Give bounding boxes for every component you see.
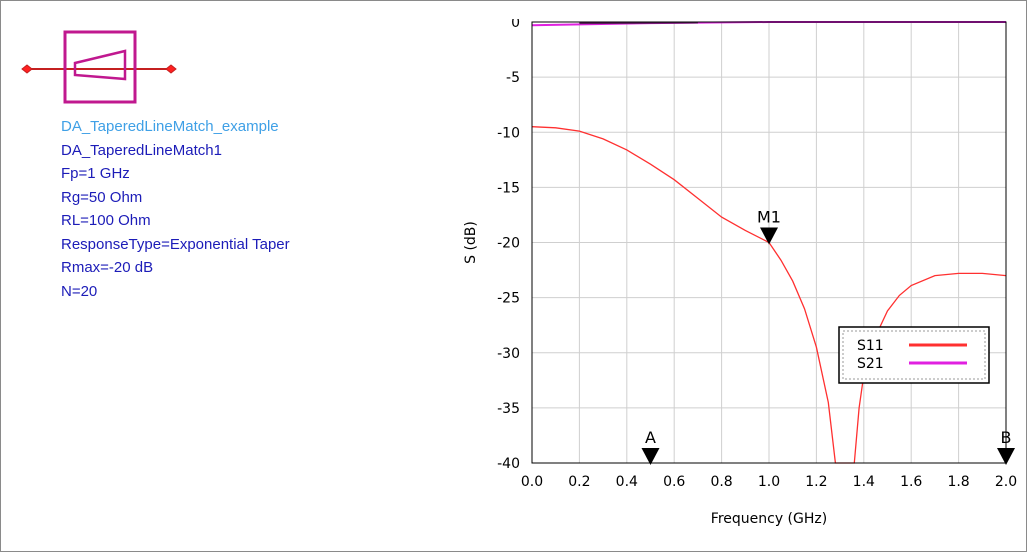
x-tick-label: 0.6 xyxy=(663,474,685,490)
legend-inner-box xyxy=(842,330,986,380)
legend-box xyxy=(838,326,990,384)
x-tick-label: 0.2 xyxy=(568,474,590,490)
instance-name[interactable]: DA_TaperedLineMatch_example xyxy=(61,118,279,135)
taper-shape-icon xyxy=(73,49,127,81)
component-parameters: DA_TaperedLineMatch_example DA_TaperedLi… xyxy=(61,115,290,303)
y-tick-label: 0 xyxy=(511,19,520,31)
x-tick-label: 1.8 xyxy=(947,474,969,490)
x-tick-label: 2.0 xyxy=(995,474,1017,490)
marker-b-icon[interactable] xyxy=(997,448,1015,465)
y-tick-label: -20 xyxy=(497,236,520,252)
param-line: N=20 xyxy=(61,282,98,300)
marker-label: B xyxy=(1001,428,1012,447)
legend-label: S11 xyxy=(857,338,884,354)
x-tick-label: 1.4 xyxy=(853,474,875,490)
legend-label: S21 xyxy=(857,356,884,372)
y-tick-label: -30 xyxy=(497,346,520,362)
x-tick-label: 0.0 xyxy=(521,474,543,490)
param-line: Fp=1 GHz xyxy=(61,165,130,182)
param-line: Rmax=-20 dB xyxy=(61,259,154,276)
y-tick-label: -40 xyxy=(497,456,520,472)
pin-right-icon[interactable] xyxy=(165,64,177,74)
marker-a-icon[interactable] xyxy=(641,448,660,465)
param-line: DA_TaperedLineMatch1 xyxy=(61,141,222,159)
symbol-box xyxy=(63,30,137,104)
chart-markers: M1 A B xyxy=(641,208,1015,465)
y-tick-label: -25 xyxy=(497,291,520,307)
x-tick-label: 1.0 xyxy=(758,474,780,490)
marker-label: A xyxy=(645,428,656,447)
chart-ticks: 0.0 0.2 0.4 0.6 0.8 1.0 1.2 1.4 1.6 1.8 2.0 0 -5 -10 -… xyxy=(497,19,1017,490)
s-parameter-chart[interactable]: 0.0 0.2 0.4 0.6 0.8 1.0 1.2 1.4 1.6 1.8 2.0 0 -5 -10 -… xyxy=(461,19,1021,549)
y-axis-label: S (dB) xyxy=(463,221,479,264)
y-tick-label: -15 xyxy=(497,180,520,196)
s21-trace-segment xyxy=(579,21,698,25)
pin-left-icon[interactable] xyxy=(21,64,33,74)
marker-label: M1 xyxy=(757,208,781,227)
param-line: Rg=50 Ohm xyxy=(61,188,143,206)
plot-frame xyxy=(531,21,1007,464)
marker-m1-icon[interactable] xyxy=(760,227,778,245)
param-line: ResponseType=Exponential Taper xyxy=(61,235,290,253)
y-tick-label: -5 xyxy=(506,70,520,86)
x-tick-label: 1.2 xyxy=(805,474,827,490)
x-axis-label: Frequency (GHz) xyxy=(711,511,827,527)
x-tick-label: 0.8 xyxy=(710,474,732,490)
param-line: RL=100 Ohm xyxy=(61,212,151,229)
y-tick-label: -10 xyxy=(497,125,520,141)
x-tick-label: 1.6 xyxy=(900,474,922,490)
tapered-line-symbol-icon[interactable] xyxy=(21,29,181,109)
y-tick-label: -35 xyxy=(497,401,520,417)
x-tick-label: 0.4 xyxy=(616,474,638,490)
series-line-s11[interactable] xyxy=(531,126,1007,464)
